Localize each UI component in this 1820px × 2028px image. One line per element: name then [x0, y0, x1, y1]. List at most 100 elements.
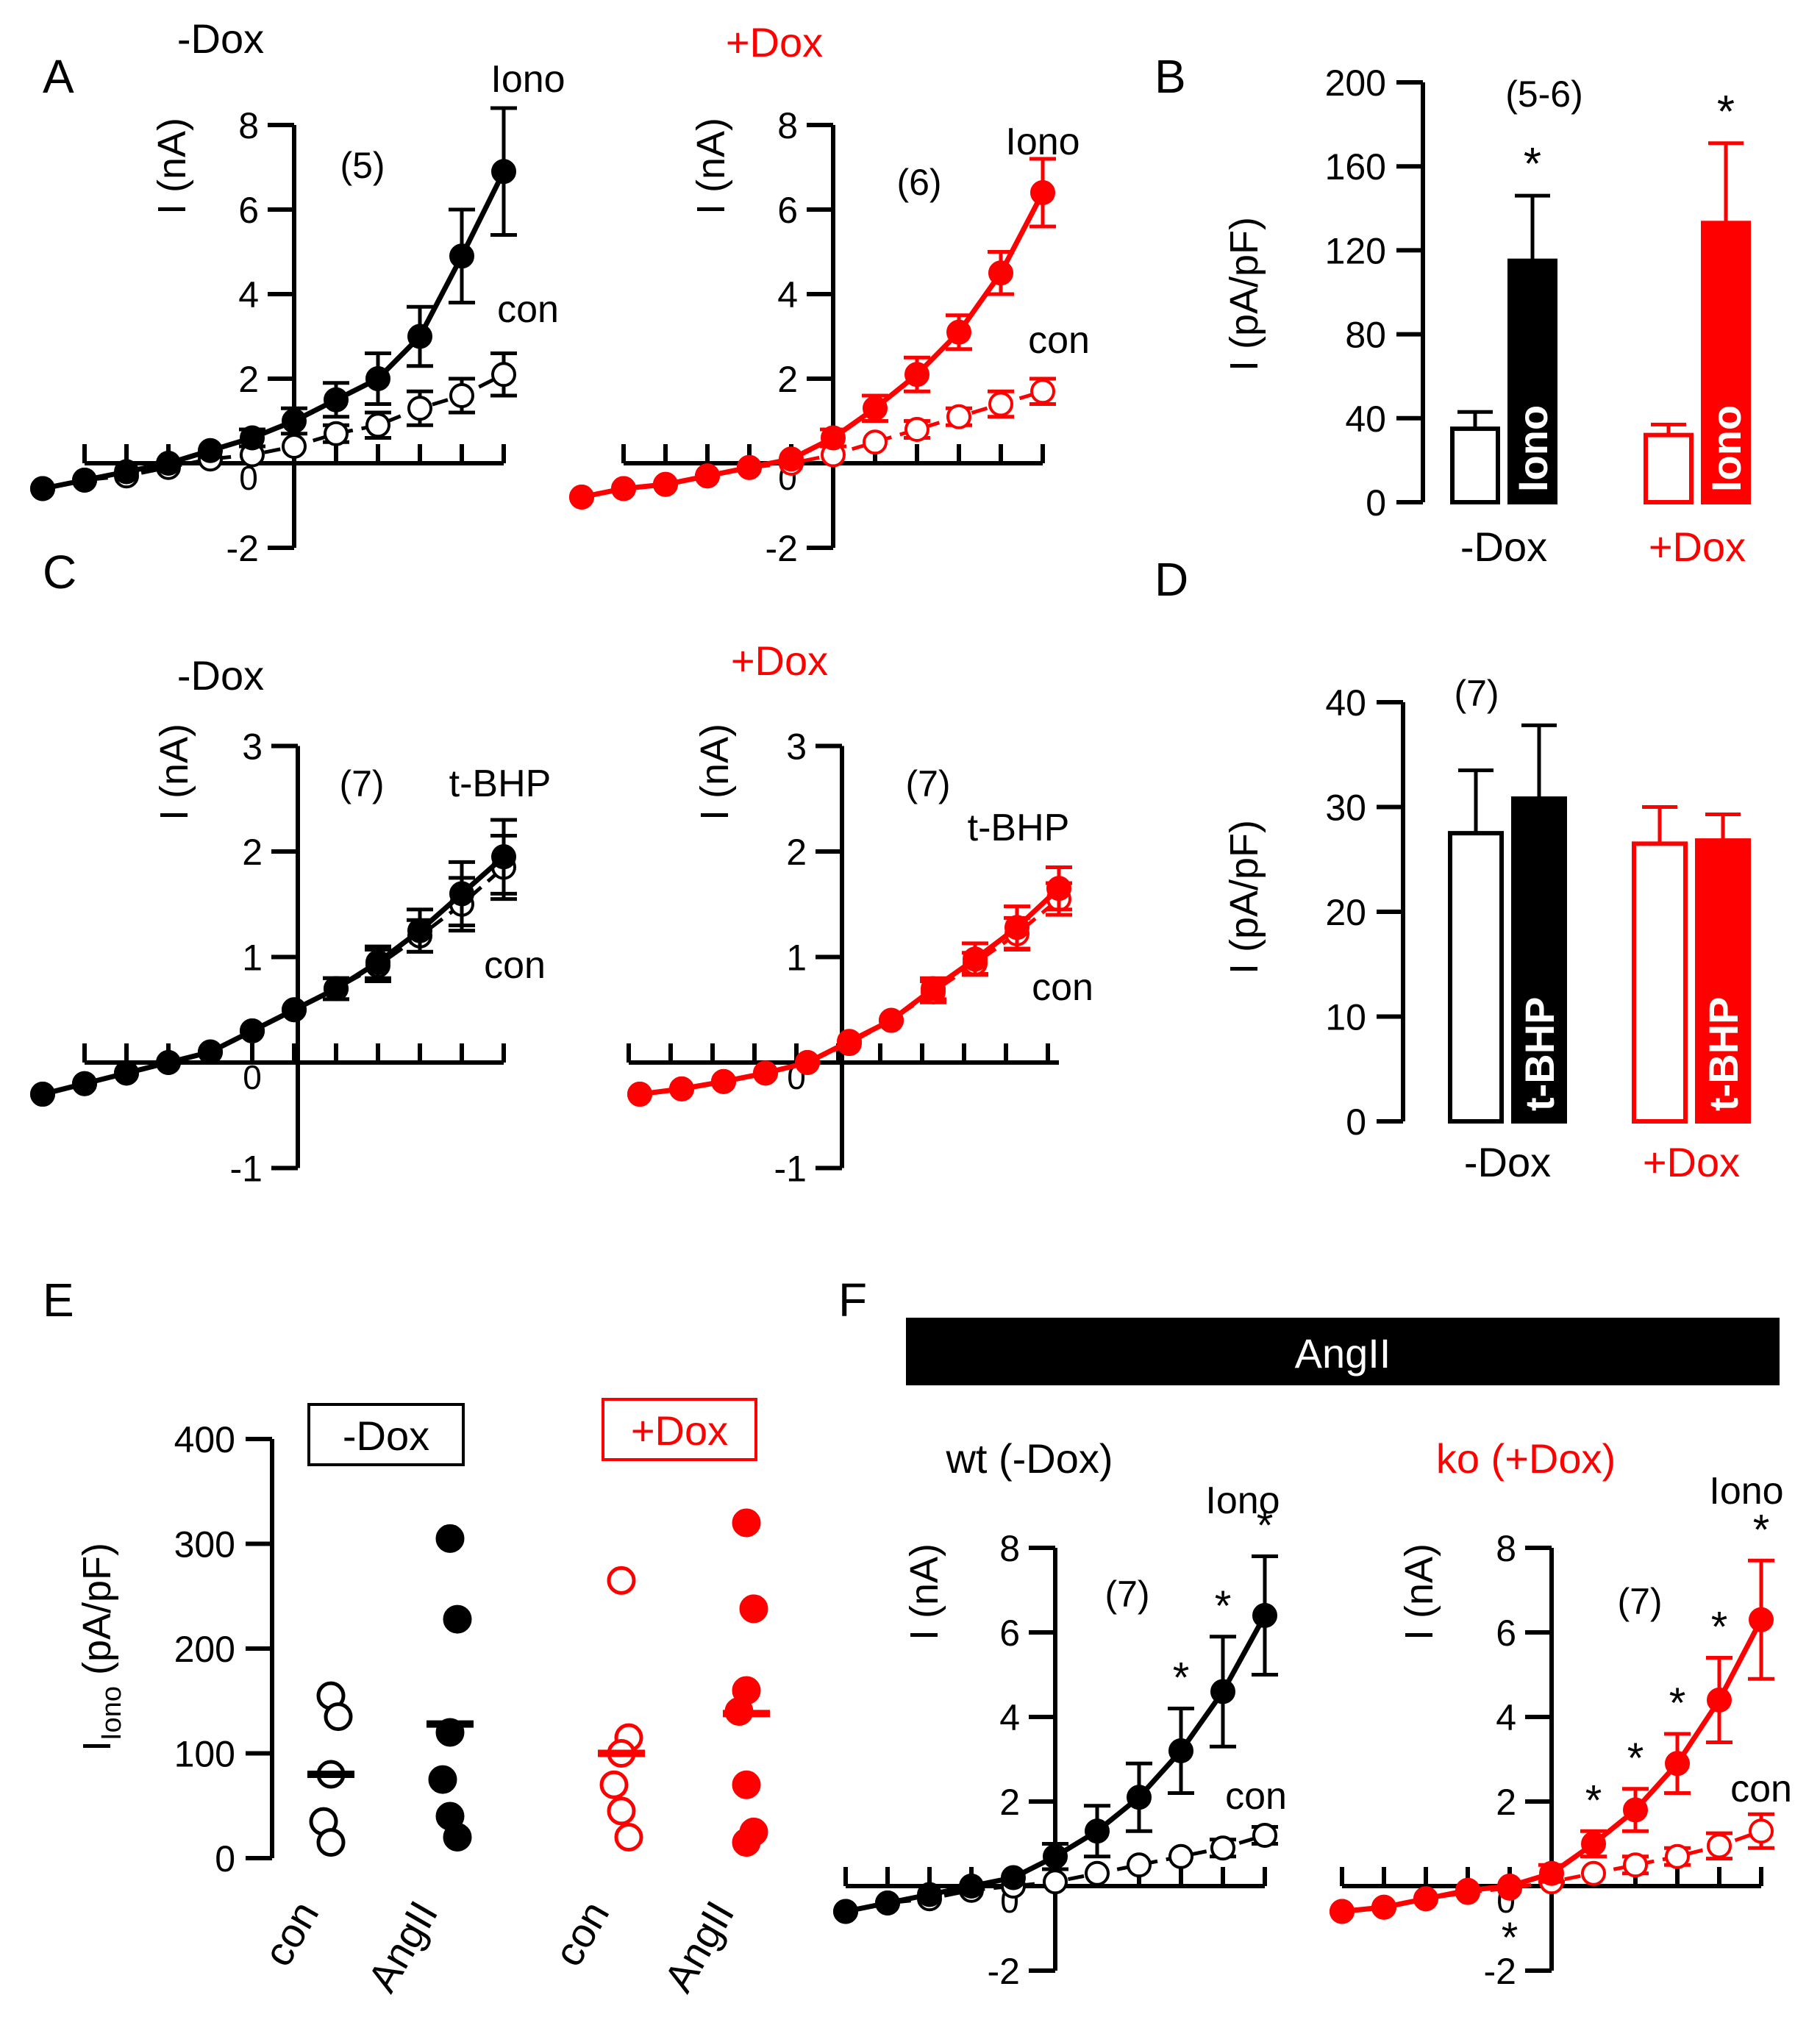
f-wt-label-con: con	[1225, 1775, 1287, 1818]
a-right-point-con	[863, 429, 888, 455]
b-sig-star: *	[1524, 139, 1541, 190]
e-point-con	[599, 1770, 629, 1799]
a-left-n-label: (5)	[340, 145, 385, 186]
a-left-ytick-label: 8	[238, 105, 259, 146]
b-ytick-label: 0	[1366, 482, 1386, 524]
e-ylabel-main: I	[75, 1740, 119, 1752]
c-left-label-con: con	[484, 944, 546, 987]
c-left-ytick-label: -1	[230, 1149, 263, 1190]
a-right-n-label: (6)	[896, 162, 941, 203]
e-point-angii	[428, 1765, 457, 1794]
f-wt-point-Iono	[1127, 1785, 1152, 1810]
c-left-point-t-BHP	[156, 1050, 181, 1075]
a-right-point-Iono	[904, 362, 929, 388]
c-left-point-t-BHP	[72, 1071, 97, 1096]
c-left-line-t-BHP	[42, 854, 506, 1097]
f-ko-point-Iono	[1413, 1886, 1438, 1912]
f-ko-ytick-label: -2	[1484, 1951, 1516, 1992]
f-wt-point-Iono	[1210, 1679, 1235, 1704]
f-ko-point-Iono	[1497, 1874, 1522, 1899]
b-bar-treat	[1701, 221, 1751, 504]
a-right-ytick-label: -2	[766, 528, 798, 569]
b-bar-label: Iono	[1703, 405, 1749, 492]
a-left-ytick-label: 6	[238, 190, 259, 231]
c-left-point-t-BHP	[407, 918, 432, 943]
c-right-ylabel: I (nA)	[693, 724, 737, 821]
f-wt-sig-star: *	[1257, 1502, 1274, 1550]
c-left-panel-label: C	[43, 546, 76, 599]
a-right-line-Iono	[581, 191, 1046, 500]
e-mean-bar	[598, 1749, 645, 1757]
a-left-ytick-label: -2	[226, 528, 259, 569]
b-bar-label: Iono	[1510, 405, 1556, 492]
a-right-point-Iono	[695, 463, 720, 489]
a-left-point-con	[407, 396, 432, 421]
c-right-label-t-BHP: t-BHP	[968, 807, 1070, 849]
a-right-point-Iono	[821, 425, 846, 451]
d-bar-treat	[1511, 796, 1567, 1124]
c-right-point-t-BHP	[795, 1050, 820, 1075]
a-left-point-con	[449, 383, 474, 408]
e-legend-box	[602, 1398, 757, 1461]
c-left-ylabel: I (nA)	[152, 724, 196, 821]
d-bar-con	[1448, 831, 1504, 1124]
f-ko-ylabel: I (nA)	[1397, 1543, 1441, 1640]
a-right-point-Iono	[863, 396, 888, 421]
e-category-label: con	[254, 1893, 328, 1974]
f-panel-label: F	[838, 1274, 867, 1327]
a-right-line-con	[581, 389, 1043, 499]
c-left-point-t-BHP	[198, 1039, 223, 1065]
c-right-ytick-label: 2	[786, 832, 807, 873]
d-bar-con	[1632, 841, 1688, 1124]
e-point-con	[607, 1565, 636, 1595]
c-right-ytick-label: 1	[786, 938, 807, 979]
c-left-n-label: (7)	[339, 763, 384, 804]
a-right-ylabel: I (nA)	[689, 118, 733, 215]
d-bar-label: t-BHP	[1700, 996, 1746, 1111]
c-left-title: -Dox	[177, 652, 264, 699]
e-point-con	[607, 1796, 636, 1826]
e-mean-bar	[723, 1710, 770, 1718]
e-panel-label: E	[43, 1274, 74, 1327]
e-point-angii	[732, 1828, 761, 1857]
e-point-angii	[739, 1594, 768, 1624]
f-ko-point-Iono	[1749, 1607, 1774, 1632]
e-ytick-label: 100	[174, 1734, 235, 1775]
a-left-point-con	[365, 413, 390, 438]
f-ko-sig-star: *	[1669, 1679, 1686, 1727]
a-right-point-con	[988, 391, 1013, 417]
a-right-ytick-label: 2	[777, 359, 798, 400]
f-wt-point-Iono	[1168, 1738, 1193, 1763]
f-wt-ytick-label: 8	[999, 1528, 1020, 1569]
a-left-point-Iono	[240, 425, 265, 451]
c-right-label-con: con	[1032, 966, 1093, 1009]
a-right-label-con: con	[1028, 319, 1090, 362]
c-right-line-con	[639, 897, 1060, 1096]
c-left-point-t-BHP	[114, 1060, 139, 1086]
b-ytick-label: 160	[1325, 146, 1386, 188]
f-angii-bar-label: AngII	[1295, 1330, 1391, 1377]
b-bar-con	[1644, 432, 1694, 505]
d-group-label: +Dox	[1643, 1139, 1740, 1185]
f-ko-point-Iono	[1539, 1860, 1564, 1886]
e-ytick-label: 300	[174, 1524, 235, 1565]
d-n-label: (7)	[1454, 673, 1499, 714]
a-right-ytick-label: 4	[777, 274, 798, 315]
b-group-label: +Dox	[1649, 524, 1746, 570]
b-panel-label: B	[1155, 50, 1186, 103]
f-ko-sig-star: *	[1585, 1777, 1602, 1824]
c-left-point-t-BHP	[282, 997, 307, 1023]
e-category-label: AngII	[654, 1893, 743, 2000]
c-left-ytick-label: 2	[242, 832, 263, 873]
c-left-point-t-BHP	[240, 1018, 265, 1043]
e-category-label: con	[545, 1893, 618, 1974]
a-right-title: +Dox	[726, 19, 823, 65]
f-ko-sig-star: *	[1711, 1604, 1728, 1652]
a-left-point-Iono	[72, 468, 97, 493]
f-ko-n-label: (7)	[1617, 1581, 1662, 1622]
a-left-point-Iono	[491, 159, 516, 185]
d-bar-label: t-BHP	[1516, 996, 1563, 1111]
e-legend-label: +Dox	[631, 1407, 728, 1454]
a-right-point-con	[1030, 379, 1055, 404]
d-ytick-label: 20	[1325, 892, 1366, 933]
